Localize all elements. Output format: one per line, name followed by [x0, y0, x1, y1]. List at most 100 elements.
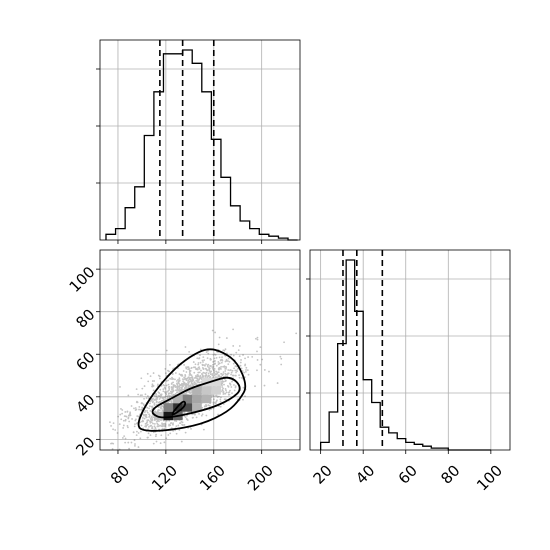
- scatter-point: [228, 393, 231, 396]
- scatter-point: [204, 367, 207, 370]
- scatter-point: [190, 427, 192, 430]
- scatter-point: [153, 404, 156, 406]
- scatter-point: [175, 389, 177, 392]
- scatter-point: [189, 385, 192, 388]
- scatter-point: [155, 401, 158, 404]
- scatter-point: [193, 377, 196, 379]
- scatter-point: [204, 374, 207, 377]
- scatter-point: [182, 383, 185, 386]
- x-tick-label: 120: [148, 462, 181, 495]
- scatter-point: [136, 415, 139, 417]
- scatter-point: [190, 367, 193, 370]
- scatter-point: [167, 400, 170, 403]
- scatter-point: [175, 425, 178, 428]
- scatter-point: [130, 405, 133, 407]
- scatter-point: [134, 407, 137, 409]
- scatter-point: [194, 382, 197, 385]
- scatter-point: [184, 386, 187, 389]
- scatter-point: [198, 413, 200, 415]
- scatter-point: [178, 385, 181, 388]
- scatter-point: [247, 356, 250, 358]
- density-cell: [192, 386, 202, 395]
- scatter-point: [191, 375, 194, 378]
- scatter-point: [155, 392, 157, 395]
- scatter-point: [145, 424, 148, 427]
- scatter-point: [256, 369, 258, 372]
- scatter-point: [125, 415, 128, 418]
- scatter-point: [198, 368, 201, 370]
- scatter-point: [149, 417, 152, 420]
- scatter-point: [170, 401, 173, 404]
- axes-frame: [309, 249, 511, 451]
- scatter-point: [197, 362, 200, 364]
- scatter-point: [217, 374, 220, 377]
- scatter-point: [140, 424, 143, 427]
- scatter-point: [184, 392, 187, 395]
- scatter-point: [133, 439, 136, 442]
- scatter-point: [178, 379, 181, 382]
- scatter-point: [198, 377, 201, 380]
- scatter-point: [224, 398, 227, 401]
- scatter-point: [182, 382, 185, 385]
- scatter-point: [151, 415, 153, 418]
- scatter-point: [219, 398, 222, 401]
- scatter-point: [211, 366, 214, 369]
- scatter-point: [167, 392, 170, 395]
- scatter-point: [254, 385, 256, 388]
- scatter-point: [164, 392, 167, 395]
- scatter-point: [191, 382, 194, 385]
- scatter-point: [198, 357, 201, 359]
- scatter-point: [199, 348, 202, 351]
- histogram-bin: [202, 92, 212, 240]
- scatter-point: [136, 400, 138, 403]
- scatter-point: [209, 364, 212, 367]
- x-tick-label: 100: [473, 462, 506, 495]
- scatter-point: [141, 420, 143, 423]
- scatter-point: [244, 363, 247, 366]
- scatter-point: [124, 419, 127, 422]
- scatter-point: [193, 383, 196, 386]
- scatter-point: [195, 379, 198, 382]
- scatter-point: [189, 384, 192, 387]
- scatter-point: [158, 375, 161, 378]
- scatter-point: [144, 413, 146, 416]
- scatter-point: [169, 363, 171, 366]
- scatter-point: [169, 392, 171, 395]
- scatter-point: [230, 371, 233, 374]
- scatter-point: [217, 374, 220, 377]
- scatter-point: [193, 371, 196, 374]
- scatter-point: [158, 424, 161, 427]
- scatter-point: [165, 419, 168, 422]
- scatter-point: [224, 370, 227, 372]
- scatter-point: [220, 372, 223, 375]
- scatter-point: [150, 424, 153, 427]
- scatter-point: [197, 381, 200, 383]
- scatter-point: [227, 360, 229, 362]
- scatter-point: [174, 393, 177, 395]
- scatter-point: [212, 353, 215, 356]
- scatter-point: [201, 406, 204, 409]
- histogram-bin: [259, 234, 269, 240]
- scatter-point: [135, 418, 137, 421]
- scatter-point: [227, 385, 230, 388]
- scatter-point: [183, 364, 186, 366]
- scatter-point: [183, 383, 186, 386]
- scatter-point: [191, 383, 194, 386]
- scatter-point: [232, 354, 235, 357]
- scatter-point: [163, 422, 166, 425]
- y-tick-label: 40: [72, 391, 98, 417]
- scatter-point: [139, 430, 142, 433]
- scatter-point: [152, 385, 155, 387]
- scatter-point: [180, 387, 183, 390]
- scatter-point: [151, 401, 154, 404]
- scatter-point: [146, 406, 149, 409]
- scatter-point: [109, 421, 111, 424]
- scatter-point: [179, 383, 181, 386]
- scatter-point: [141, 387, 144, 390]
- y-tick-label: 20: [72, 433, 98, 459]
- histogram-bin: [338, 344, 347, 450]
- scatter-point: [172, 386, 175, 388]
- scatter-point: [218, 395, 220, 398]
- density-cell: [211, 386, 221, 395]
- scatter-point: [150, 399, 153, 402]
